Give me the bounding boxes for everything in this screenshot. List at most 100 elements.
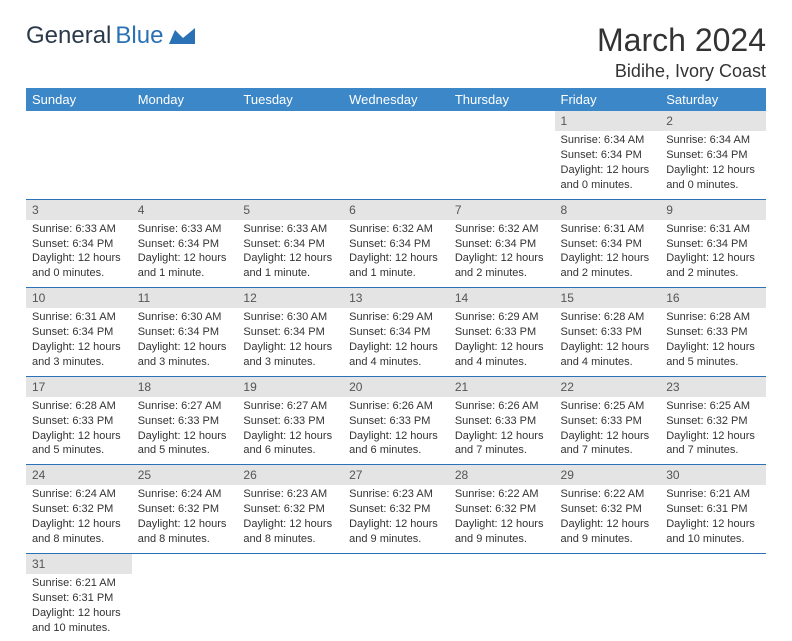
sunset-text: Sunset: 6:34 PM <box>32 325 126 340</box>
day-header: Monday <box>132 88 238 111</box>
daylight-text: Daylight: 12 hours and 0 minutes. <box>561 163 655 193</box>
sunset-text: Sunset: 6:32 PM <box>243 502 337 517</box>
sunrise-text: Sunrise: 6:33 AM <box>243 222 337 237</box>
day-number: 24 <box>26 465 132 485</box>
day-number: 15 <box>555 288 661 308</box>
sunset-text: Sunset: 6:33 PM <box>666 325 760 340</box>
sunset-text: Sunset: 6:31 PM <box>32 591 126 606</box>
sunrise-text: Sunrise: 6:34 AM <box>561 133 655 148</box>
day-cell: 4Sunrise: 6:33 AMSunset: 6:34 PMDaylight… <box>132 199 238 288</box>
sunrise-text: Sunrise: 6:30 AM <box>138 310 232 325</box>
empty-cell <box>343 111 449 199</box>
daylight-text: Daylight: 12 hours and 5 minutes. <box>32 429 126 459</box>
day-cell: 29Sunrise: 6:22 AMSunset: 6:32 PMDayligh… <box>555 465 661 554</box>
sunset-text: Sunset: 6:34 PM <box>561 237 655 252</box>
day-number: 14 <box>449 288 555 308</box>
day-cell: 27Sunrise: 6:23 AMSunset: 6:32 PMDayligh… <box>343 465 449 554</box>
sunset-text: Sunset: 6:33 PM <box>455 325 549 340</box>
day-cell: 24Sunrise: 6:24 AMSunset: 6:32 PMDayligh… <box>26 465 132 554</box>
day-cell: 5Sunrise: 6:33 AMSunset: 6:34 PMDaylight… <box>237 199 343 288</box>
sunset-text: Sunset: 6:33 PM <box>561 414 655 429</box>
daylight-text: Daylight: 12 hours and 2 minutes. <box>666 251 760 281</box>
sunrise-text: Sunrise: 6:28 AM <box>561 310 655 325</box>
sunrise-text: Sunrise: 6:27 AM <box>138 399 232 414</box>
day-cell: 30Sunrise: 6:21 AMSunset: 6:31 PMDayligh… <box>660 465 766 554</box>
sunrise-text: Sunrise: 6:28 AM <box>666 310 760 325</box>
sunrise-text: Sunrise: 6:25 AM <box>666 399 760 414</box>
sunrise-text: Sunrise: 6:31 AM <box>561 222 655 237</box>
daylight-text: Daylight: 12 hours and 4 minutes. <box>349 340 443 370</box>
day-cell: 7Sunrise: 6:32 AMSunset: 6:34 PMDaylight… <box>449 199 555 288</box>
sunset-text: Sunset: 6:34 PM <box>666 148 760 163</box>
sunset-text: Sunset: 6:34 PM <box>138 325 232 340</box>
sunset-text: Sunset: 6:34 PM <box>32 237 126 252</box>
sunrise-text: Sunrise: 6:31 AM <box>32 310 126 325</box>
daylight-text: Daylight: 12 hours and 10 minutes. <box>32 606 126 636</box>
daylight-text: Daylight: 12 hours and 7 minutes. <box>455 429 549 459</box>
sunrise-text: Sunrise: 6:26 AM <box>455 399 549 414</box>
day-number: 2 <box>660 111 766 131</box>
empty-cell <box>132 111 238 199</box>
day-number: 18 <box>132 377 238 397</box>
sunrise-text: Sunrise: 6:24 AM <box>138 487 232 502</box>
daylight-text: Daylight: 12 hours and 4 minutes. <box>455 340 549 370</box>
day-cell: 19Sunrise: 6:27 AMSunset: 6:33 PMDayligh… <box>237 376 343 465</box>
day-number: 8 <box>555 200 661 220</box>
daylight-text: Daylight: 12 hours and 8 minutes. <box>32 517 126 547</box>
daylight-text: Daylight: 12 hours and 9 minutes. <box>561 517 655 547</box>
logo: GeneralBlue <box>26 22 197 50</box>
day-header: Thursday <box>449 88 555 111</box>
empty-cell <box>343 553 449 641</box>
day-number: 4 <box>132 200 238 220</box>
day-cell: 18Sunrise: 6:27 AMSunset: 6:33 PMDayligh… <box>132 376 238 465</box>
day-cell: 8Sunrise: 6:31 AMSunset: 6:34 PMDaylight… <box>555 199 661 288</box>
daylight-text: Daylight: 12 hours and 1 minute. <box>243 251 337 281</box>
daylight-text: Daylight: 12 hours and 4 minutes. <box>561 340 655 370</box>
sunrise-text: Sunrise: 6:29 AM <box>349 310 443 325</box>
day-header: Saturday <box>660 88 766 111</box>
day-cell: 21Sunrise: 6:26 AMSunset: 6:33 PMDayligh… <box>449 376 555 465</box>
daylight-text: Daylight: 12 hours and 8 minutes. <box>243 517 337 547</box>
page-title: March 2024 <box>597 22 766 59</box>
sunset-text: Sunset: 6:32 PM <box>666 414 760 429</box>
day-number: 28 <box>449 465 555 485</box>
day-number: 31 <box>26 554 132 574</box>
empty-cell <box>555 553 661 641</box>
day-cell: 1Sunrise: 6:34 AMSunset: 6:34 PMDaylight… <box>555 111 661 199</box>
sunset-text: Sunset: 6:33 PM <box>32 414 126 429</box>
day-cell: 3Sunrise: 6:33 AMSunset: 6:34 PMDaylight… <box>26 199 132 288</box>
day-number: 12 <box>237 288 343 308</box>
daylight-text: Daylight: 12 hours and 0 minutes. <box>32 251 126 281</box>
day-number: 23 <box>660 377 766 397</box>
day-number: 22 <box>555 377 661 397</box>
day-cell: 15Sunrise: 6:28 AMSunset: 6:33 PMDayligh… <box>555 288 661 377</box>
day-cell: 14Sunrise: 6:29 AMSunset: 6:33 PMDayligh… <box>449 288 555 377</box>
daylight-text: Daylight: 12 hours and 3 minutes. <box>138 340 232 370</box>
day-header: Friday <box>555 88 661 111</box>
empty-cell <box>237 553 343 641</box>
sunset-text: Sunset: 6:33 PM <box>349 414 443 429</box>
day-number: 29 <box>555 465 661 485</box>
empty-cell <box>449 111 555 199</box>
sunrise-text: Sunrise: 6:23 AM <box>349 487 443 502</box>
sunset-text: Sunset: 6:34 PM <box>349 237 443 252</box>
daylight-text: Daylight: 12 hours and 6 minutes. <box>243 429 337 459</box>
sunrise-text: Sunrise: 6:28 AM <box>32 399 126 414</box>
sunrise-text: Sunrise: 6:30 AM <box>243 310 337 325</box>
empty-cell <box>449 553 555 641</box>
day-number: 20 <box>343 377 449 397</box>
day-number: 19 <box>237 377 343 397</box>
day-number: 25 <box>132 465 238 485</box>
day-number: 17 <box>26 377 132 397</box>
sunrise-text: Sunrise: 6:22 AM <box>455 487 549 502</box>
sunrise-text: Sunrise: 6:21 AM <box>32 576 126 591</box>
sunset-text: Sunset: 6:34 PM <box>349 325 443 340</box>
day-number: 11 <box>132 288 238 308</box>
daylight-text: Daylight: 12 hours and 3 minutes. <box>32 340 126 370</box>
daylight-text: Daylight: 12 hours and 9 minutes. <box>455 517 549 547</box>
day-number: 30 <box>660 465 766 485</box>
day-cell: 16Sunrise: 6:28 AMSunset: 6:33 PMDayligh… <box>660 288 766 377</box>
day-number: 27 <box>343 465 449 485</box>
sunrise-text: Sunrise: 6:34 AM <box>666 133 760 148</box>
daylight-text: Daylight: 12 hours and 0 minutes. <box>666 163 760 193</box>
